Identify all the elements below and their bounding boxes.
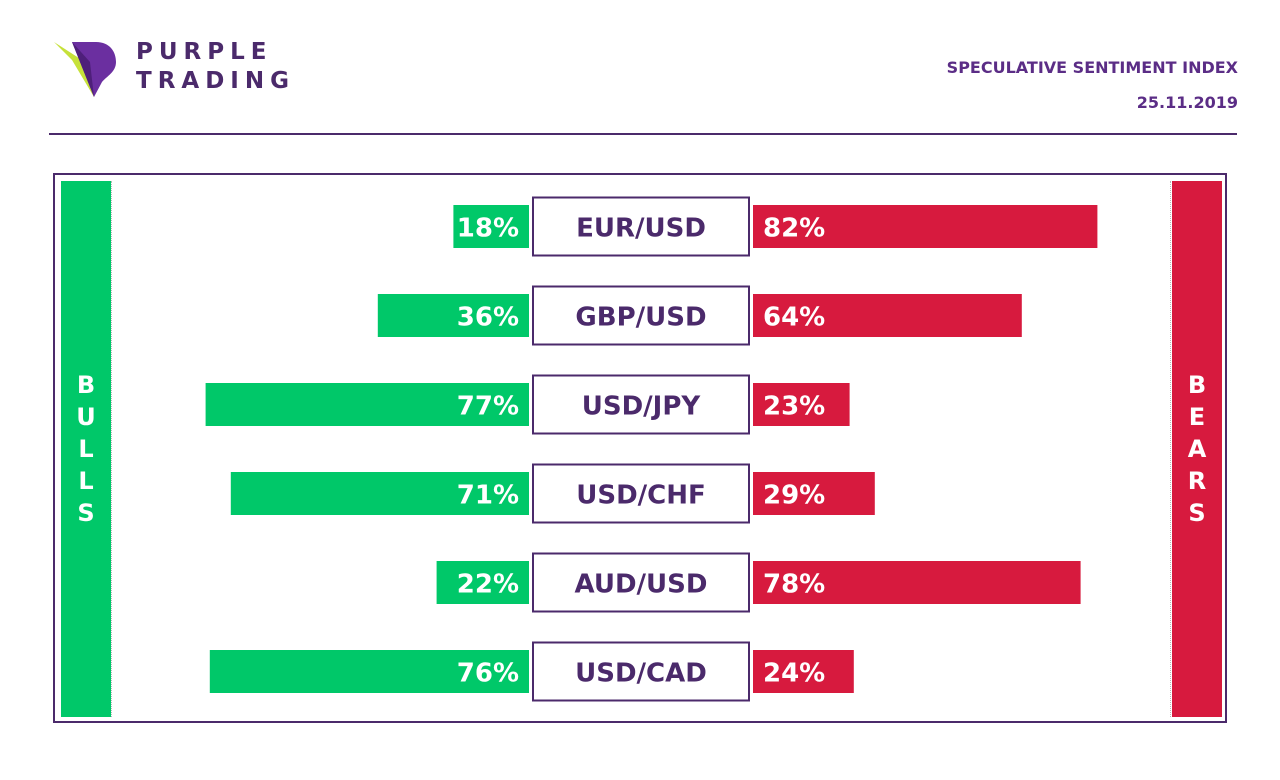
bull-value-label: 71%: [457, 481, 519, 511]
bear-value-label: 64%: [763, 303, 825, 333]
bulls-letter: L: [78, 435, 94, 463]
bull-value-label: 18%: [457, 214, 519, 244]
bulls-letter: B: [76, 371, 96, 399]
bear-value-label: 23%: [763, 392, 825, 422]
bull-value-label: 76%: [457, 659, 519, 689]
bull-value-label: 36%: [457, 303, 519, 333]
bears-letter: R: [1187, 467, 1207, 495]
bear-bar: [753, 650, 854, 693]
chart-frame: [53, 173, 1227, 723]
brand-name: PURPLE TRADING: [136, 38, 295, 96]
bull-bar: [436, 561, 529, 604]
currency-pair-label: GBP/USD: [575, 303, 706, 333]
purple-trading-logo-icon: [54, 42, 116, 97]
bears-bar-edge: [1170, 181, 1171, 717]
header-divider: [49, 133, 1237, 135]
bear-value-label: 78%: [763, 570, 825, 600]
currency-pair-label: USD/CAD: [575, 659, 707, 689]
pair-box: [532, 285, 750, 346]
bulls-letter: L: [78, 467, 94, 495]
brand-line-1: PURPLE: [136, 39, 273, 65]
bear-bar: [753, 472, 875, 515]
bulls-letter: S: [77, 499, 95, 527]
bear-bar: [753, 294, 1022, 337]
bears-letter: A: [1187, 435, 1207, 463]
bears-letter: B: [1187, 371, 1207, 399]
currency-pair-label: USD/JPY: [582, 392, 702, 422]
bulls-letter: U: [76, 403, 96, 431]
pair-box: [532, 374, 750, 435]
currency-pair-label: EUR/USD: [576, 214, 706, 244]
bear-value-label: 29%: [763, 481, 825, 511]
bear-value-label: 82%: [763, 214, 825, 244]
currency-pair-label: USD/CHF: [576, 481, 706, 511]
bear-bar: [753, 205, 1098, 248]
bull-bar: [209, 650, 530, 693]
bear-bar: [753, 383, 850, 426]
pair-box: [532, 463, 750, 524]
pair-box: [532, 196, 750, 257]
bull-value-label: 22%: [457, 570, 519, 600]
bull-bar: [230, 472, 530, 515]
report-date: 25.11.2019: [1136, 93, 1238, 112]
bears-letter: E: [1188, 403, 1206, 431]
currency-pair-label: AUD/USD: [575, 570, 708, 600]
bulls-bar-edge: [111, 181, 112, 717]
header-info: SPECULATIVE SENTIMENT INDEX 25.11.2019: [947, 56, 1238, 114]
bull-value-label: 77%: [457, 392, 519, 422]
bull-bar: [205, 383, 529, 426]
pair-box: [532, 552, 750, 613]
bull-bar: [377, 294, 529, 337]
bear-bar: [753, 561, 1081, 604]
bears-letter: S: [1188, 499, 1206, 527]
bear-value-label: 24%: [763, 659, 825, 689]
page-title: SPECULATIVE SENTIMENT INDEX: [946, 58, 1238, 77]
brand-line-2: TRADING: [136, 68, 295, 94]
bull-bar: [453, 205, 529, 248]
pair-box: [532, 641, 750, 702]
